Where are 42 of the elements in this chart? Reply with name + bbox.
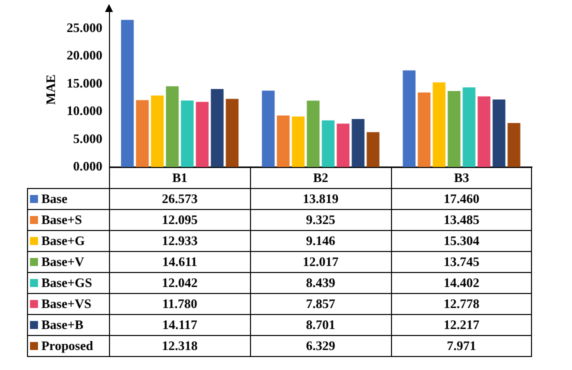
data-label: 14.611 [109, 252, 250, 273]
legend-label: Base+VS [28, 294, 110, 315]
legend-label: Base+B [28, 314, 110, 336]
legend-label: Base+GS [28, 272, 110, 294]
data-label: 12.933 [109, 230, 250, 252]
data-label: 11.780 [109, 294, 250, 315]
y-tick-label: 10.000 [66, 103, 102, 118]
data-label: 26.573 [109, 188, 250, 210]
legend-label: Base+S [28, 210, 110, 231]
y-tick-label: 5.000 [73, 130, 102, 146]
legend-label: Base+V [28, 252, 110, 273]
y-axis-title: MAE [43, 74, 58, 105]
data-label: 15.304 [391, 230, 532, 252]
data-label: 7.971 [391, 336, 532, 357]
y-tick-label: 15.000 [66, 75, 102, 90]
data-label: 14.402 [391, 272, 532, 294]
data-label: 6.329 [250, 336, 392, 357]
data-label: 12.318 [109, 336, 250, 357]
data-label: 12.095 [109, 210, 250, 231]
x-tick-label: B2 [250, 168, 392, 189]
data-label: 12.042 [109, 272, 250, 294]
x-tick-label: B1 [109, 168, 250, 189]
x-tick-label: B3 [391, 168, 532, 189]
y-tick-label: 0.000 [73, 158, 102, 174]
legend-label: Base+G [28, 230, 110, 252]
data-label: 17.460 [391, 188, 532, 210]
data-label: 9.325 [250, 210, 392, 231]
data-label: 13.485 [391, 210, 532, 231]
data-label: 13.745 [391, 252, 532, 273]
legend-label: Base [28, 188, 110, 210]
data-label: 9.146 [250, 230, 392, 252]
data-label: 8.701 [250, 314, 392, 336]
legend-label: Proposed [28, 336, 110, 357]
data-label: 7.857 [250, 294, 392, 315]
data-label: 12.778 [391, 294, 532, 315]
y-tick-label: 25.000 [66, 20, 102, 35]
y-tick-label: 20.000 [66, 48, 102, 63]
data-label: 8.439 [250, 272, 392, 294]
data-label: 12.017 [250, 252, 392, 273]
data-label: 14.117 [109, 314, 250, 336]
data-label: 12.217 [391, 314, 532, 336]
data-label: 13.819 [250, 188, 392, 210]
